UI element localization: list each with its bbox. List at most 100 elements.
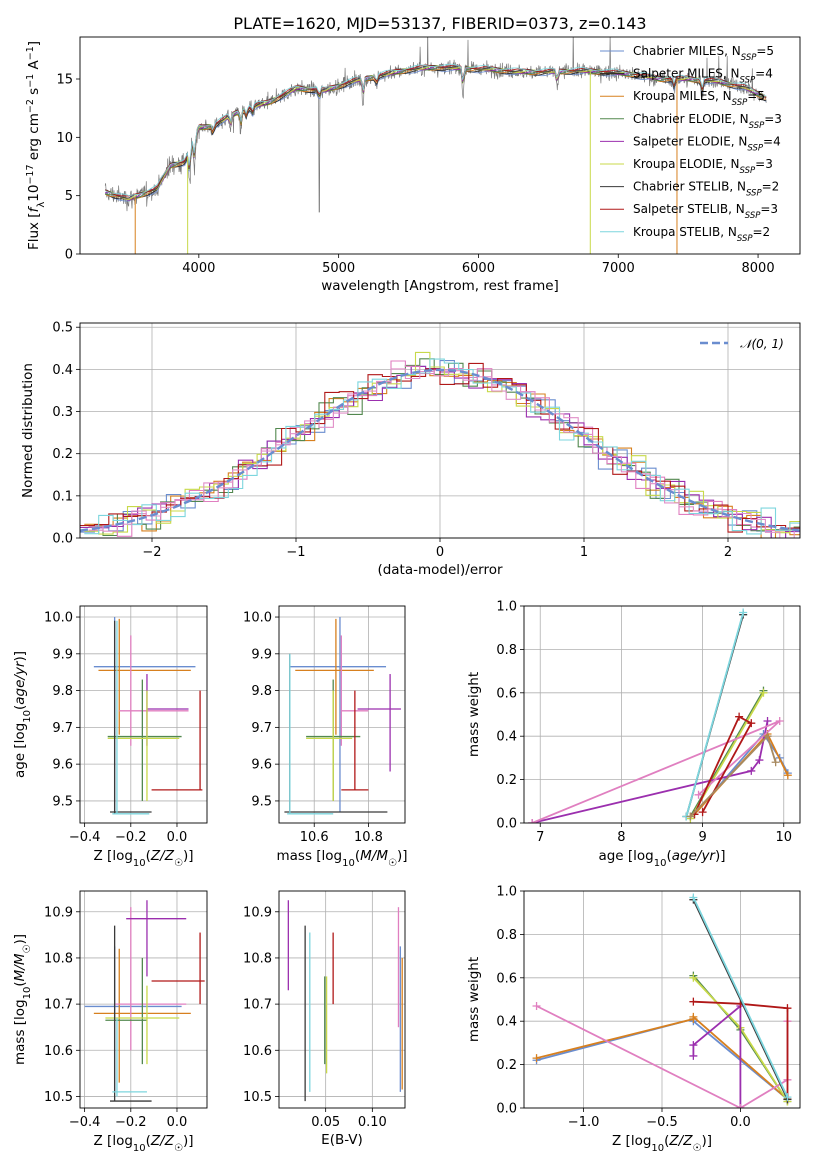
- label-part: λ: [36, 202, 47, 208]
- legend-name: Salpeter ELODIE, N: [633, 134, 747, 148]
- residual-histogram-line: [84, 358, 800, 535]
- weight-point-marker: [694, 790, 703, 799]
- legend-subscript: SSP: [740, 76, 756, 86]
- grid-lines: [524, 605, 800, 824]
- y-tick-label: 9.6: [251, 758, 272, 773]
- plot-area: [528, 608, 792, 823]
- x-tick-label: 4000: [182, 261, 215, 276]
- x-tick-label: 0.0: [167, 1115, 188, 1130]
- label-part: Z/Z: [668, 1133, 693, 1149]
- legend-nssp: =2: [762, 180, 780, 194]
- label-part: A: [26, 59, 42, 73]
- y-tick-label: 0.2: [496, 1058, 517, 1073]
- y-tick-label: 9.9: [251, 647, 272, 662]
- x-tick-label: −0.2: [115, 830, 147, 845]
- weight-point-marker: [689, 1051, 698, 1060]
- y-tick-label: 0.4: [496, 1015, 517, 1030]
- plot-area: [84, 900, 205, 1102]
- y-tick-label: 0.4: [496, 730, 517, 745]
- y-tick-label: 9.8: [52, 684, 73, 699]
- x-tick-label: 0.10: [358, 1115, 387, 1130]
- x-tick-label: 7: [536, 830, 544, 845]
- y-tick-label: 0.0: [496, 817, 517, 832]
- label-part: )]: [183, 848, 194, 864]
- weight-series-line: [685, 612, 745, 817]
- y-tick-label: 9.9: [52, 647, 73, 662]
- weight-point-marker: [686, 812, 695, 821]
- axes-frame: [278, 605, 406, 824]
- y-tick-label: 10.8: [44, 951, 73, 966]
- label-part: ]: [26, 41, 42, 46]
- legend-entry: Kroupa ELODIE, NSSP=3: [633, 157, 773, 176]
- x-tick-label: −1: [286, 545, 305, 560]
- y-tick-label: 10.6: [44, 1044, 73, 1059]
- label-part: ☉: [22, 945, 33, 954]
- plot-area: [104, 37, 767, 254]
- label-part: (: [12, 705, 28, 710]
- age-vs-Z-panel: −0.4 −0.2 0.09.59.69.79.89.910.0Z [log10(Z…: [12, 605, 208, 869]
- weight-point-marker: [775, 717, 784, 726]
- y-tick-label: 0.2: [496, 773, 517, 788]
- weight-series-line: [689, 734, 777, 818]
- weight-point-marker: [783, 771, 792, 780]
- x-axis-label: age [log10(age/yr)]: [598, 848, 725, 869]
- label-part: 10: [651, 1143, 664, 1154]
- weight-point-marker: [689, 1041, 698, 1050]
- weight-point-marker: [747, 766, 756, 775]
- label-part: )]: [12, 934, 28, 945]
- plot-area: [284, 617, 401, 815]
- x-axis-label: Z [log10(Z/Z☉)]: [94, 848, 194, 869]
- y-tick-label: 9.5: [52, 794, 73, 809]
- y-axis-label: mass weight: [466, 672, 482, 757]
- y-tick-label: 10.6: [243, 1044, 272, 1059]
- weight-point-marker: [739, 608, 748, 617]
- axes-frame: [523, 890, 801, 1109]
- x-axis-label: Z [log10(Z/Z☉)]: [612, 1133, 712, 1154]
- legend-nssp: =2: [753, 225, 771, 239]
- y-tick-label: 5: [65, 189, 73, 204]
- label-part: (: [666, 848, 671, 864]
- y-tick-label: 9.6: [52, 758, 73, 773]
- y-tick-label: 0.6: [496, 686, 517, 701]
- legend-subscript: SSP: [737, 234, 753, 244]
- weight-series-line: [692, 897, 789, 1098]
- x-tick-label: −0.2: [115, 1115, 147, 1130]
- figure-title: PLATE=1620, MJD=53137, FIBERID=0373, z=0…: [233, 14, 646, 33]
- legend-nssp: =3: [760, 202, 778, 216]
- label-part: ☉: [174, 1143, 183, 1154]
- y-axis-label: Normed distribution: [20, 363, 36, 498]
- label-part: )]: [715, 848, 726, 864]
- label-part: (: [146, 1133, 151, 1149]
- weight-point-marker: [747, 719, 756, 728]
- spectrum-panel: 4000 5000 6000 7000 8000 0 5 10 15 Chabrier MILES…: [25, 36, 801, 294]
- y-tick-label: 9.7: [251, 721, 272, 736]
- x-tick-label: 6000: [462, 261, 495, 276]
- x-axis-label: (data-model)/error: [377, 562, 503, 578]
- y-axis-label: mass [log10(M/M☉)]: [12, 934, 33, 1065]
- y-tick-label: 15: [56, 73, 73, 88]
- x-axis-label: wavelength [Angstrom, rest frame]: [321, 278, 559, 294]
- legend-nssp: =4: [755, 67, 773, 81]
- legend-subscript: SSP: [732, 98, 748, 108]
- legend-name: Chabrier ELODIE, N: [633, 112, 749, 126]
- y-tick-label: 1.0: [496, 885, 517, 900]
- y-tick-label: 0.4: [52, 363, 73, 378]
- legend-subscript: SSP: [740, 166, 756, 176]
- axes-frame: [278, 890, 406, 1109]
- normal-reference-curve: [80, 368, 800, 532]
- legend: 𝒩(0, 1): [700, 337, 784, 351]
- y-tick-label: 10.9: [44, 905, 73, 920]
- label-part: Z/Z: [150, 1133, 175, 1149]
- plot-area: [532, 893, 792, 1108]
- label-part: ☉: [692, 1143, 701, 1154]
- weight-point-marker: [763, 732, 772, 741]
- weight-point-marker: [735, 712, 744, 721]
- grid-lines: [80, 891, 207, 1108]
- legend-subscript: SSP: [741, 53, 757, 63]
- weight-series-line: [692, 899, 789, 1100]
- y-tick-label: 0.3: [52, 405, 73, 420]
- label-part: )]: [12, 651, 28, 662]
- label-part: 10: [342, 858, 355, 869]
